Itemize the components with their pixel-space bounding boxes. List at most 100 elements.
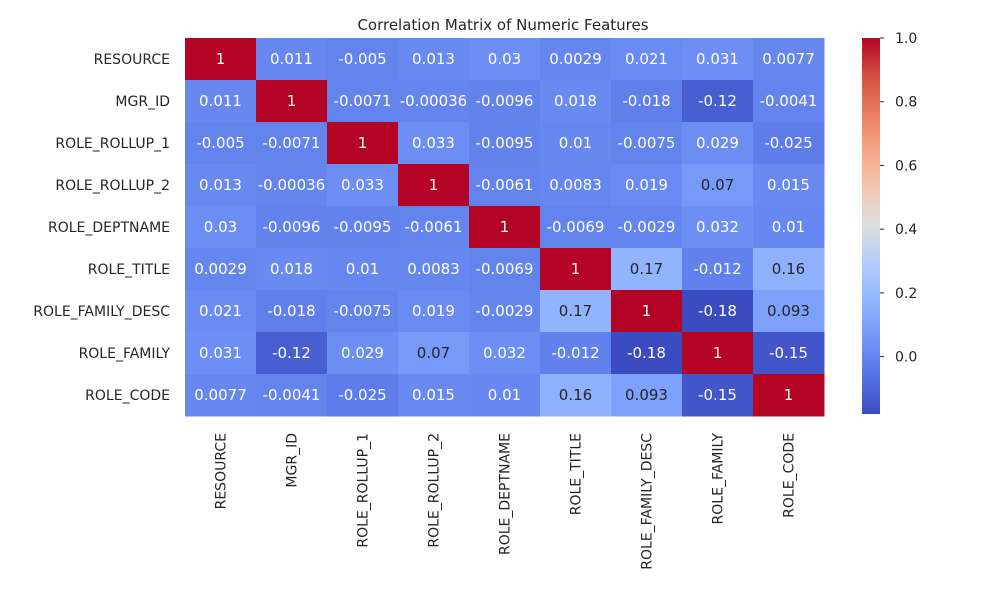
heatmap-cell [256,374,328,417]
heatmap-cell-label: 0.0077 [194,386,247,404]
heatmap-cell [185,248,257,291]
heatmap-cell-label: 0.013 [412,50,455,68]
heatmap-cell [398,332,470,375]
heatmap-cell-label: -0.0069 [476,260,534,278]
heatmap-cell-label: 0.032 [696,218,739,236]
y-tick-label: ROLE_FAMILY_DESC [33,304,170,320]
x-axis-tick-labels: RESOURCE MGR_ID ROLE_ROLLUP_1 ROLE_ROLLUP_2… [214,433,798,570]
heatmap-cell-label: 1 [713,344,723,362]
heatmap-cell-label: 1 [500,218,510,236]
heatmap-cell-label: 0.032 [483,344,526,362]
heatmap-cell [611,122,683,165]
heatmap-cell-label: 0.033 [341,176,384,194]
heatmap-cell [753,332,825,375]
heatmap-cell-label: -0.0096 [476,92,534,110]
heatmap-cell-label: -0.0071 [263,134,321,152]
heatmap-cell [327,332,399,375]
heatmap-cell-label: -0.0029 [476,302,534,320]
heatmap-cell [469,80,541,123]
heatmap-cell [469,248,541,291]
heatmap-cell-label: 1 [216,50,226,68]
x-tick-label: ROLE_FAMILY [711,433,727,525]
heatmap-cell [753,248,825,291]
heatmap-cell [327,248,399,291]
heatmap-cell-label: 0.011 [199,92,242,110]
heatmap-cell [469,206,541,249]
y-axis-tick-labels: RESOURCE MGR_ID ROLE_ROLLUP_1 ROLE_ROLLUP_2… [33,52,170,404]
x-tick-label: ROLE_ROLLUP_2 [427,433,443,548]
heatmap-cell-label: -0.18 [698,302,737,320]
heatmap-cell-label: 0.03 [204,218,237,236]
heatmap-cell-label: 0.093 [767,302,810,320]
heatmap-cell [682,80,754,123]
heatmap-cell-label: 0.011 [270,50,313,68]
heatmap-cell [327,122,399,165]
heatmap-cell-label: 1 [642,302,652,320]
heatmap-cell [256,248,328,291]
x-tick-label: ROLE_CODE [782,433,798,518]
heatmap-cell-label: 0.031 [696,50,739,68]
heatmap-cell-label: -0.00036 [258,176,325,194]
heatmap-cell-label: -0.0095 [476,134,534,152]
heatmap-cell [540,38,612,81]
heatmap-cell [753,164,825,207]
heatmap-cell-label: 0.07 [701,176,734,194]
heatmap-cell-labels: 1 0.011 -0.005 0.013 0.03 0.0029 0.021 0.031 0.0… [194,50,817,404]
y-tick-label: ROLE_ROLLUP_2 [55,178,170,194]
heatmap-cell-label: 0.015 [412,386,455,404]
heatmap-cell-label: 1 [784,386,794,404]
heatmap-cell-label: 0.17 [630,260,663,278]
heatmap-cell [682,122,754,165]
heatmap-cell [469,122,541,165]
heatmap-cell [540,206,612,249]
heatmap-cell [256,164,328,207]
heatmap-cell-label: 0.018 [270,260,313,278]
heatmap-cell-label: 1 [358,134,368,152]
heatmap-cell-label: 0.0029 [194,260,247,278]
heatmap-cell-label: -0.0041 [263,386,321,404]
heatmap-cell-label: 0.018 [554,92,597,110]
heatmap-cell [398,290,470,333]
y-tick-label: MGR_ID [115,94,170,110]
heatmap-cell-label: -0.0069 [547,218,605,236]
heatmap-cell-label: -0.0061 [476,176,534,194]
heatmap-cell [753,206,825,249]
x-tick-label: ROLE_DEPTNAME [498,433,514,555]
heatmap-cell [540,374,612,417]
heatmap-cell-label: -0.025 [338,386,386,404]
heatmap-cell-label: 0.029 [341,344,384,362]
heatmap-cell [256,206,328,249]
heatmap-cell [185,374,257,417]
chart-title: Correlation Matrix of Numeric Features [357,16,648,34]
heatmap-cell [469,38,541,81]
heatmap-cell [540,248,612,291]
heatmap-cell [398,248,470,291]
heatmap-cell-label: -0.00036 [400,92,467,110]
y-tick-label: ROLE_FAMILY [79,346,171,362]
heatmap-cell-label: -0.018 [267,302,315,320]
heatmap-cell-label: 1 [571,260,581,278]
heatmap-cell [540,80,612,123]
heatmap-cell-label: -0.025 [764,134,812,152]
heatmap-cell [753,374,825,417]
x-tick-label: ROLE_FAMILY_DESC [640,433,656,570]
heatmap-cell [185,206,257,249]
heatmap-cell [469,290,541,333]
heatmap-cell [753,122,825,165]
heatmap-cell [398,374,470,417]
heatmap-cell-label: -0.0029 [618,218,676,236]
colorbar-tick-label: 0.8 [895,95,917,111]
heatmap-cell-label: -0.0096 [263,218,321,236]
heatmap-cell-label: 0.093 [625,386,668,404]
colorbar-tick-label: 0.0 [895,350,917,366]
heatmap-cell-label: -0.012 [693,260,741,278]
colorbar [862,38,880,414]
heatmap-cell [611,374,683,417]
heatmap-cell-label: 0.16 [772,260,805,278]
heatmap-cell-label: -0.12 [272,344,311,362]
heatmap-cell [256,332,328,375]
heatmap-cell [540,122,612,165]
heatmap-cell [185,164,257,207]
y-tick-label: ROLE_TITLE [88,262,170,278]
